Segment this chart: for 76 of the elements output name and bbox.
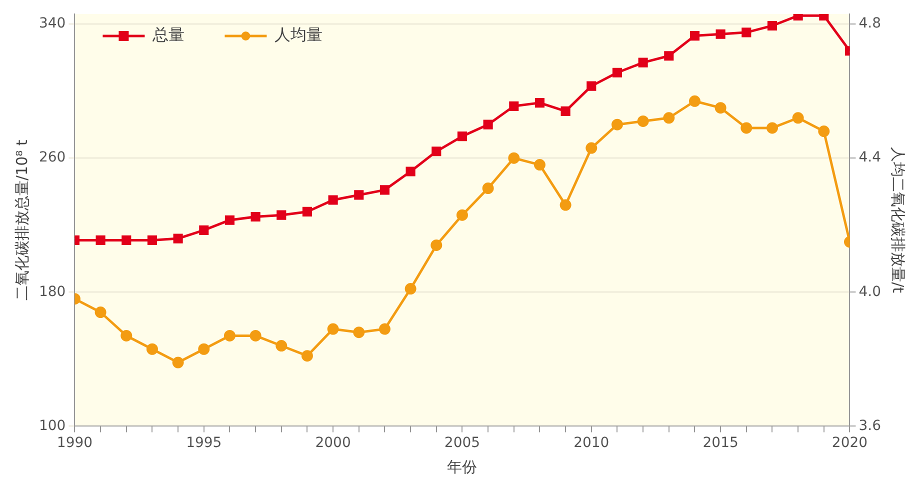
point [560, 106, 570, 116]
y-tick-label: 340 [38, 16, 66, 32]
point [534, 98, 545, 108]
point [818, 126, 830, 138]
point [146, 343, 158, 355]
point [276, 210, 286, 220]
point [482, 182, 494, 194]
point [199, 225, 209, 235]
point [740, 122, 752, 134]
point [690, 31, 700, 41]
legend-label: 人均量 [274, 25, 323, 44]
y-axis-title: 二氧化碳排放总量/10⁸ t [12, 140, 31, 301]
point [509, 101, 519, 111]
point [534, 159, 546, 171]
point [301, 350, 313, 362]
y-tick-label: 260 [38, 150, 66, 166]
point [611, 118, 623, 130]
y2-tick-label: 3.6 [858, 418, 882, 434]
x-tick-label: 2000 [315, 435, 351, 452]
point [714, 102, 726, 114]
point [250, 330, 262, 342]
point [224, 215, 235, 225]
point [276, 340, 288, 352]
legend-label: 总量 [152, 25, 185, 44]
point [742, 28, 752, 38]
x-tick-label: 2005 [444, 435, 480, 452]
point [586, 142, 598, 154]
x-tick-label: 2020 [832, 435, 868, 452]
point [560, 199, 572, 211]
point [327, 323, 339, 335]
point [198, 343, 210, 355]
point [586, 81, 596, 91]
point [172, 356, 184, 368]
point [688, 95, 700, 107]
point [354, 190, 364, 200]
point [767, 20, 778, 31]
point [430, 239, 442, 251]
point [328, 195, 338, 205]
point [663, 112, 675, 124]
point [612, 68, 622, 78]
point [483, 120, 493, 130]
point [380, 185, 390, 195]
x-tick-label: 1995 [186, 435, 222, 452]
point [716, 29, 726, 39]
point [96, 235, 106, 245]
point [792, 112, 804, 124]
y-tick-label: 100 [38, 418, 66, 434]
point [664, 51, 674, 61]
point [406, 166, 416, 176]
x-tick-label: 1990 [56, 435, 93, 452]
point [94, 306, 106, 318]
y2-tick-label: 4.0 [858, 284, 881, 300]
y-tick-label: 180 [38, 284, 66, 300]
point [457, 132, 468, 142]
point [147, 235, 158, 245]
point [120, 330, 132, 342]
point [302, 206, 312, 217]
point [432, 146, 442, 156]
point [456, 209, 468, 221]
point [353, 326, 365, 338]
point [378, 323, 390, 335]
point [508, 152, 520, 164]
x-tick-label: 2010 [574, 435, 610, 452]
point [766, 122, 778, 134]
y2-axis-title: 人均二氧化碳排放量/t [889, 147, 908, 294]
point [404, 283, 416, 295]
x-tick-label: 2015 [702, 435, 738, 452]
point [637, 115, 649, 127]
y2-tick-label: 4.8 [858, 16, 881, 32]
point [224, 330, 236, 342]
point [638, 58, 648, 68]
point [250, 212, 260, 222]
x-axis-title: 年份 [447, 458, 478, 476]
point [173, 234, 183, 244]
y2-tick-label: 4.4 [858, 150, 882, 166]
point [122, 235, 132, 245]
